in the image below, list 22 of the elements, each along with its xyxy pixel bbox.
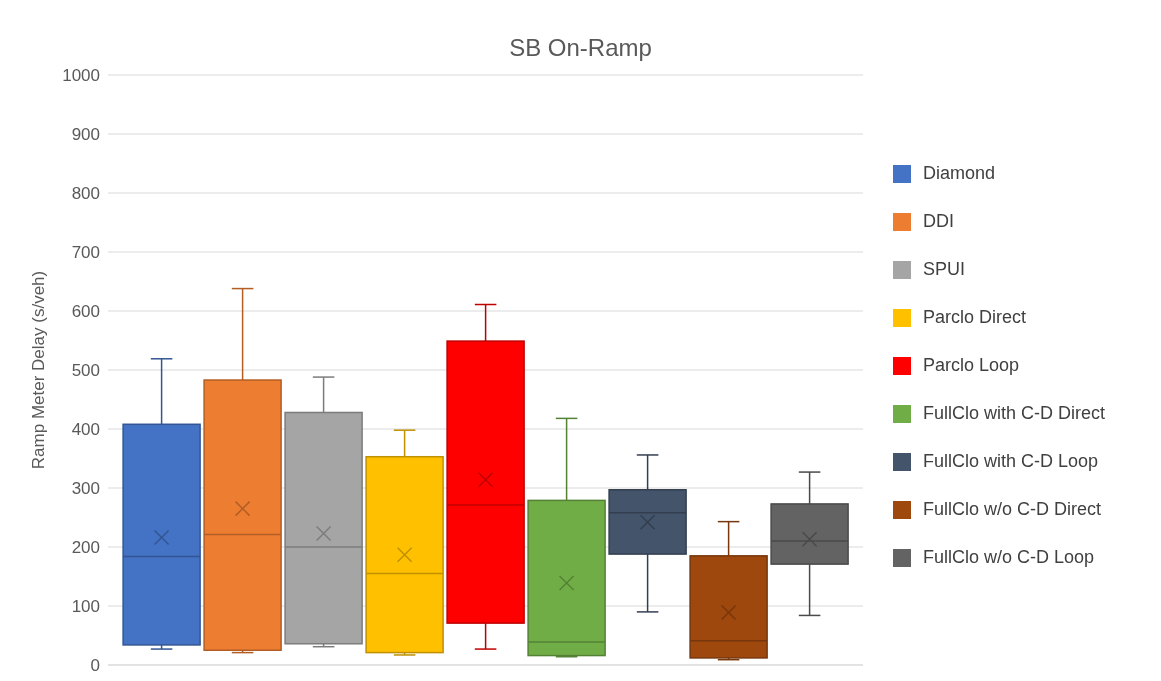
legend-label: Parclo Direct — [923, 307, 1027, 328]
legend-label: FullClo w/o C-D Direct — [923, 499, 1102, 520]
y-tick-label: 200 — [71, 538, 100, 558]
legend-label: FullClo w/o C-D Loop — [923, 547, 1095, 568]
y-tick-label: 0 — [90, 656, 100, 676]
y-axis-title: Ramp Meter Delay (s/veh) — [29, 270, 49, 470]
legend-label: SPUI — [923, 259, 966, 280]
y-tick-label: 900 — [71, 125, 100, 145]
legend-label: Diamond — [923, 163, 996, 184]
y-tick-label: 600 — [71, 302, 100, 322]
y-tick-label: 400 — [71, 420, 100, 440]
legend-label: Parclo Loop — [923, 355, 1020, 376]
legend-label: FullClo with C-D Direct — [923, 403, 1106, 424]
y-tick-label: 300 — [71, 479, 100, 499]
y-tick-label: 800 — [71, 184, 100, 204]
legend-label: FullClo with C-D Loop — [923, 451, 1099, 472]
y-tick-label: 100 — [71, 597, 100, 617]
chart-title: SB On-Ramp — [508, 33, 653, 61]
y-tick-label: 1000 — [62, 66, 100, 86]
legend-label: DDI — [923, 211, 954, 232]
y-tick-label: 700 — [71, 243, 100, 263]
y-tick-label: 500 — [71, 361, 100, 381]
